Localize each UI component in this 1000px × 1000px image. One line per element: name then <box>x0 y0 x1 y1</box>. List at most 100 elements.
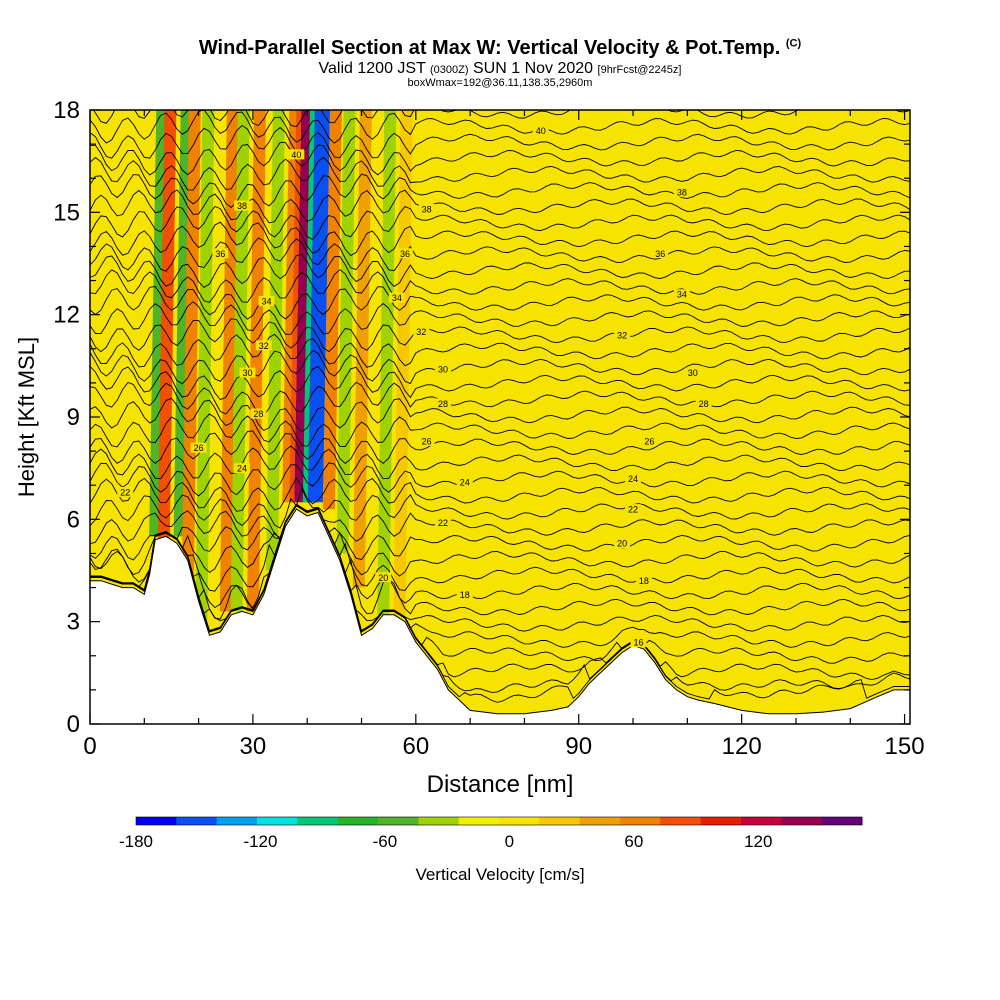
contour-label-text: 38 <box>677 187 687 197</box>
isentrope-line <box>90 237 910 272</box>
isentrope-line <box>90 189 910 224</box>
colorbar-swatch <box>418 817 460 825</box>
contour-label-bg <box>212 248 229 259</box>
colorbar-tick-label: -120 <box>243 832 277 851</box>
contour-label-text: 26 <box>644 436 654 446</box>
isentrope-line <box>90 487 910 529</box>
plot-area: 22 26 24 28 30 32 34 36 38 40 20 18 22 24 26 28 30 32 34 36… <box>89 109 911 725</box>
velocity-band <box>246 110 266 612</box>
contour-label-bg <box>250 408 267 419</box>
contour-label: 24 <box>625 473 642 484</box>
contour-label-bg <box>641 435 658 446</box>
contour-label-text: 38 <box>237 201 247 211</box>
contour-label-bg <box>117 487 134 498</box>
contour-label-text: 40 <box>536 126 546 136</box>
x-tick-label: 0 <box>83 733 96 760</box>
contour-label-text: 34 <box>677 290 687 300</box>
contour-label: 38 <box>418 203 435 214</box>
contour-label-text: 34 <box>261 297 271 307</box>
isentrope-line <box>90 505 910 577</box>
contour-label: 32 <box>614 330 631 341</box>
contour-label: 18 <box>456 589 473 600</box>
isentrope-line <box>90 477 910 512</box>
contour-label: 18 <box>635 575 652 586</box>
contour-label: 34 <box>258 296 275 307</box>
chart-title: Wind-Parallel Section at Max W: Vertical… <box>0 37 1000 60</box>
x-axis: 0 30 60 90 120 150 <box>83 110 925 760</box>
velocity-band <box>265 110 285 571</box>
potential-temperature-contours <box>90 110 910 703</box>
contour-label: 38 <box>673 186 690 197</box>
isentrope-line <box>90 110 910 144</box>
contour-label: 22 <box>434 517 451 528</box>
isentrope-line <box>90 318 910 353</box>
y-tick-label: 6 <box>67 506 80 533</box>
contour-label: 32 <box>255 340 272 351</box>
isentrope-line <box>90 333 910 368</box>
contour-label-bg <box>418 435 435 446</box>
velocity-band <box>377 110 397 615</box>
contour-label-text: 36 <box>215 249 225 259</box>
isentrope-line <box>90 205 910 240</box>
contour-label: 26 <box>418 435 435 446</box>
y-tick-label: 9 <box>67 404 80 431</box>
contour-label: 16 <box>630 637 647 648</box>
isentrope-line <box>90 286 910 320</box>
contour-label-bg <box>456 476 473 487</box>
contour-label: 22 <box>625 504 642 515</box>
contour-label-bg <box>434 398 451 409</box>
title-main-text: Wind-Parallel Section at Max W: Vertical… <box>198 37 781 59</box>
contour-label-text: 16 <box>633 638 643 648</box>
colorbar-swatch <box>660 817 702 825</box>
contour-label-bg <box>614 330 631 341</box>
contour-label-text: 24 <box>237 464 247 474</box>
contour-label-text: 24 <box>628 474 638 484</box>
valid-date: SUN 1 Nov 2020 <box>473 60 594 77</box>
contour-label-bg <box>532 125 549 136</box>
contour-label-text: 26 <box>422 436 432 446</box>
isentrope-line <box>90 350 910 385</box>
colorbar-tick-label: 120 <box>744 832 772 851</box>
contour-label-text: 24 <box>460 477 470 487</box>
isentrope-line <box>90 253 910 288</box>
isentrope-line <box>90 173 910 208</box>
contour-label: 38 <box>234 200 251 211</box>
contour-label-bg <box>255 340 272 351</box>
colorbar-swatch <box>700 817 742 825</box>
isentrope-line <box>90 124 910 159</box>
contour-label: 30 <box>684 367 701 378</box>
contour-label-bg <box>625 504 642 515</box>
isentrope-line <box>90 505 910 620</box>
contour-label: 24 <box>456 476 473 487</box>
isentrope-line <box>90 445 910 480</box>
isentrope-line <box>90 504 910 609</box>
velocity-band <box>352 110 372 588</box>
colorbar-tick-label: 0 <box>505 832 514 851</box>
colorbar-swatch <box>378 817 419 825</box>
y-tick-label: 0 <box>67 711 80 738</box>
y-tick-label: 3 <box>67 609 80 636</box>
contour-label-text: 28 <box>438 399 448 409</box>
velocity-band <box>322 110 342 510</box>
contour-label-text: 32 <box>617 331 627 341</box>
contour-label-bg <box>614 538 631 549</box>
colorbar-swatch <box>136 817 177 825</box>
contour-label-text: 36 <box>400 249 410 259</box>
contour-label-text: 20 <box>617 539 627 549</box>
contour-label-bg <box>673 186 690 197</box>
isentrope-line <box>90 156 910 191</box>
velocity-band <box>393 110 413 615</box>
contour-label-bg <box>375 572 392 583</box>
isentrope-line <box>90 366 910 401</box>
contour-label: 36 <box>652 248 669 259</box>
contour-label-text: 30 <box>242 368 252 378</box>
contour-label-text: 18 <box>639 576 649 586</box>
velocity-band-edge <box>302 110 315 503</box>
contour-label-bg <box>630 637 647 648</box>
x-tick-label: 30 <box>240 733 267 760</box>
contour-label-text: 28 <box>699 399 709 409</box>
contour-label-bg <box>239 367 256 378</box>
contour-label: 26 <box>641 435 658 446</box>
utc-time: (0300Z) <box>430 64 469 76</box>
colorbar-swatch <box>539 817 581 825</box>
